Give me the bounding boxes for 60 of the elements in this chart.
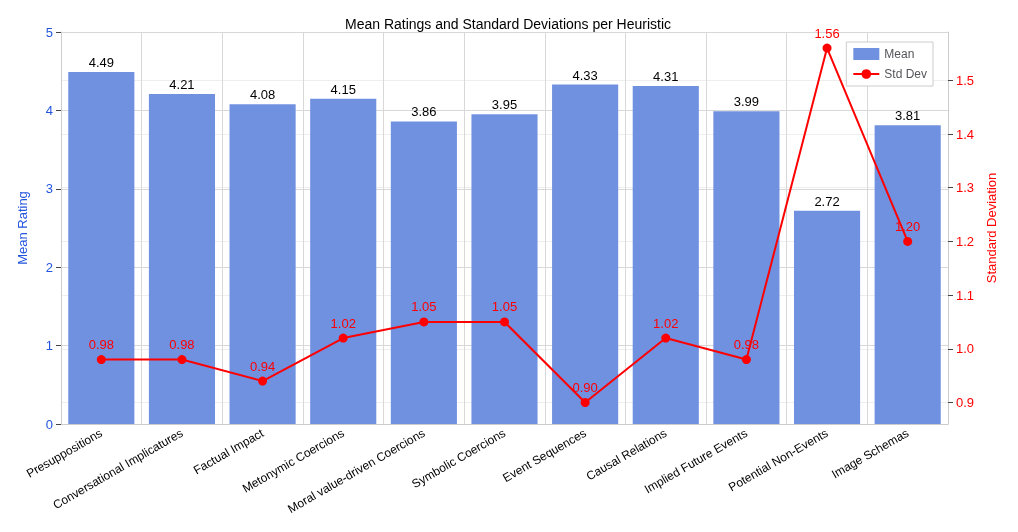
bar xyxy=(310,98,377,424)
legend-label: Std Dev xyxy=(884,67,927,81)
point xyxy=(822,43,832,53)
data-label: 1.05 xyxy=(491,299,518,315)
point xyxy=(661,333,671,343)
y2-tick-label: 1.2 xyxy=(956,233,975,249)
legend-label: Mean xyxy=(884,47,915,61)
data-label: 4.49 xyxy=(88,54,114,70)
data-label: 4.08 xyxy=(249,87,276,103)
y-tick-label: 0 xyxy=(45,416,53,432)
point xyxy=(419,317,429,327)
bar xyxy=(552,84,619,424)
bar xyxy=(874,125,941,424)
point xyxy=(96,355,106,365)
data-label: 2.72 xyxy=(814,193,840,209)
y-axis-title: Mean Rating xyxy=(15,191,30,265)
y2-tick-label: 1.5 xyxy=(956,72,975,88)
bar xyxy=(471,114,538,424)
y2-tick-label: 1.1 xyxy=(956,287,975,303)
y-tick-label: 4 xyxy=(45,102,53,118)
data-label: 4.21 xyxy=(169,76,195,92)
y-tick-label: 2 xyxy=(45,259,53,275)
point xyxy=(338,333,348,343)
data-label: 3.81 xyxy=(895,108,921,124)
bar xyxy=(390,121,457,424)
bar xyxy=(713,111,780,424)
y2-tick-label: 1.0 xyxy=(956,341,975,357)
chart-title: Mean Ratings and Standard Deviations per Heuristic xyxy=(344,16,672,32)
point xyxy=(903,236,913,246)
y2-tick-label: 1.4 xyxy=(956,126,975,142)
y-tick-label: 3 xyxy=(45,181,53,197)
data-label: 3.86 xyxy=(411,104,437,120)
data-label: 1.05 xyxy=(411,299,437,315)
bar xyxy=(793,210,861,424)
y2-tick-label: 0.9 xyxy=(956,395,975,411)
data-label: 0.90 xyxy=(572,380,598,396)
bar xyxy=(632,86,699,424)
data-label: 4.33 xyxy=(572,67,598,83)
y2-tick-label: 1.3 xyxy=(956,180,975,196)
y-tick-label: 5 xyxy=(45,24,53,40)
data-label: 3.99 xyxy=(733,94,760,110)
point xyxy=(580,398,590,408)
data-label: 4.15 xyxy=(330,81,356,97)
bar xyxy=(148,93,216,424)
data-label: 4.31 xyxy=(653,69,679,85)
bar xyxy=(68,71,135,424)
point xyxy=(258,376,268,386)
point xyxy=(741,355,751,365)
data-label: 1.02 xyxy=(653,315,679,331)
point xyxy=(500,317,509,327)
data-label: 0.98 xyxy=(88,337,114,353)
data-label: 1.56 xyxy=(814,25,840,41)
bar xyxy=(229,104,296,424)
data-label: 3.95 xyxy=(491,97,518,113)
y2-axis-title: Standard Deviation xyxy=(983,172,999,284)
data-label: 0.94 xyxy=(249,358,276,374)
point xyxy=(177,355,187,365)
data-label: 0.98 xyxy=(169,337,195,353)
data-label: 1.02 xyxy=(330,315,356,331)
y-tick-label: 1 xyxy=(45,338,53,354)
